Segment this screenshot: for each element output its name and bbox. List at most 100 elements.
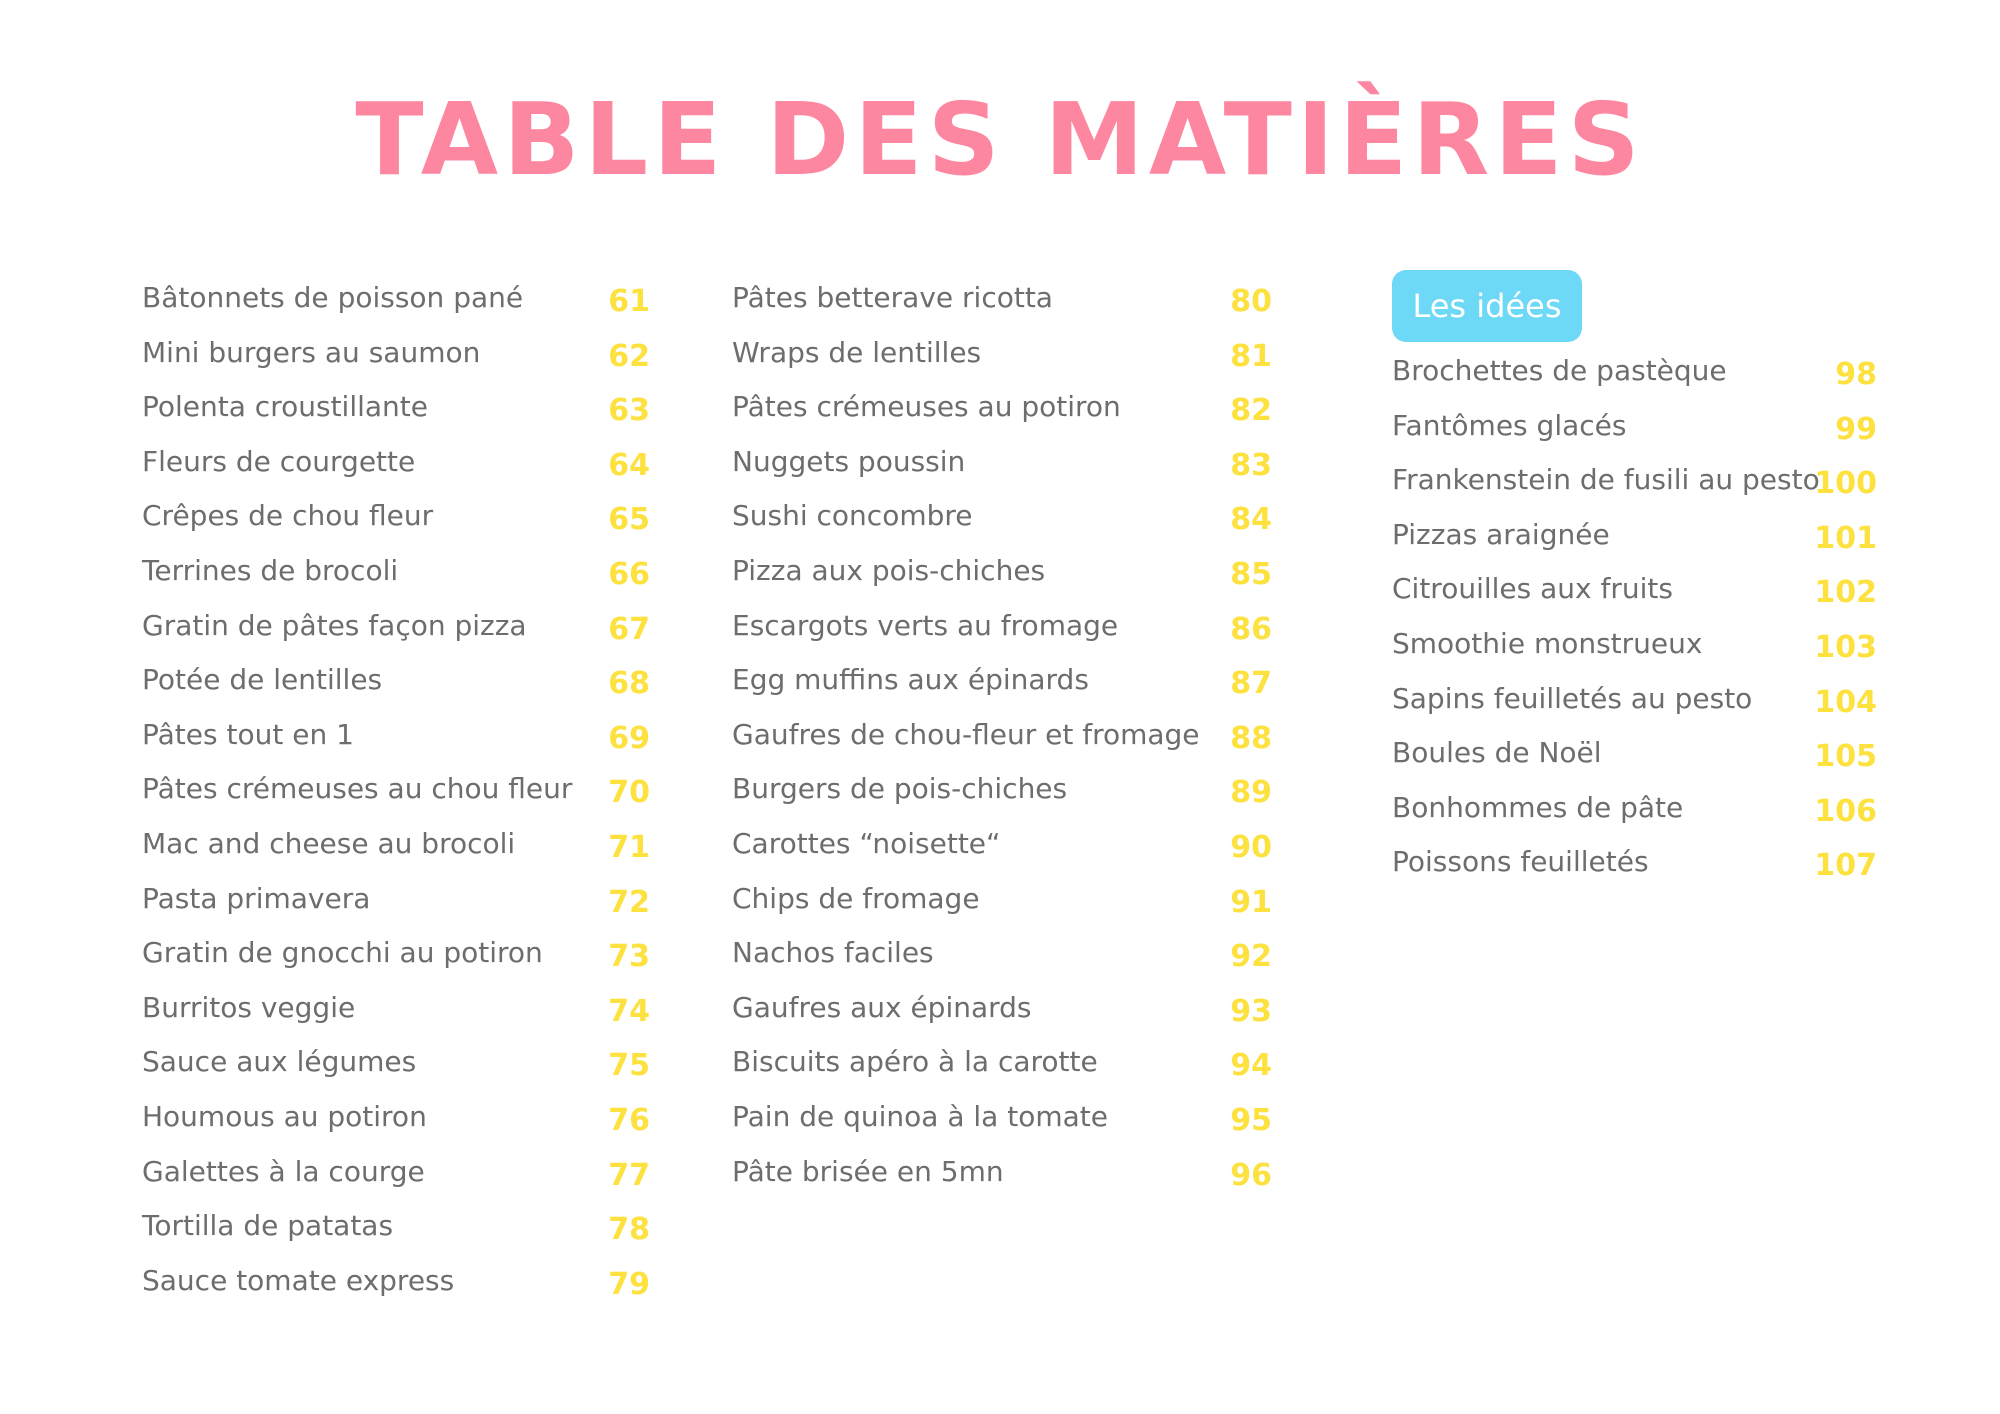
toc-entry-title: Pain de quinoa à la tomate	[732, 1099, 1108, 1133]
toc-column-2: Pâtes betterave ricotta 80 Wraps de lentil…	[732, 278, 1272, 1206]
toc-entry-title: Pâtes betterave ricotta	[732, 281, 1053, 314]
toc-entry-title: Potée de lentilles	[142, 663, 383, 697]
toc-entry-page-number: 103	[1814, 629, 1877, 665]
toc-entry: Pâtes crémeuses au chou fleur 70	[142, 769, 662, 824]
toc-entry: Citrouilles aux fruits 102	[1392, 569, 1877, 624]
toc-entry-page-number: 90	[1230, 829, 1272, 865]
toc-entry-title: Bâtonnets de poisson pané	[142, 281, 524, 314]
toc-entry-title: Sapins feuilletés au pesto	[1392, 681, 1753, 715]
toc-entry-title: Poissons feuilletés	[1392, 845, 1649, 879]
toc-entry: Crêpes de chou fleur 65	[142, 496, 662, 551]
toc-entry-page-number: 83	[1230, 447, 1272, 483]
toc-entry: Sapins feuilletés au pesto 104	[1392, 679, 1877, 734]
toc-entry-title: Pizza aux pois-chiches	[732, 553, 1046, 587]
toc-entry-page-number: 61	[608, 284, 650, 319]
toc-entry-title: Pâte brisée en 5mn	[732, 1154, 1004, 1188]
toc-entry: Fantômes glacés 99	[1392, 406, 1877, 461]
toc-entry: Mac and cheese au brocoli 71	[142, 824, 662, 879]
toc-entry-title: Gratin de gnocchi au potiron	[142, 936, 543, 970]
toc-entry-page-number: 72	[608, 884, 650, 920]
toc-entry-page-number: 87	[1230, 666, 1272, 702]
toc-entry-title: Smoothie monstrueux	[1392, 626, 1703, 660]
toc-entry: Sauce aux légumes 75	[142, 1042, 662, 1097]
toc-entry-page-number: 68	[608, 666, 650, 702]
toc-entry: Bâtonnets de poisson pané 61	[142, 278, 662, 333]
toc-entry-page-number: 81	[1230, 338, 1272, 374]
toc-entry: Smoothie monstrueux 103	[1392, 624, 1877, 679]
toc-entry-title: Brochettes de pastèque	[1392, 354, 1727, 387]
toc-entry-page-number: 66	[608, 556, 650, 592]
toc-entry-title: Houmous au potiron	[142, 1099, 427, 1133]
toc-entry: Mini burgers au saumon 62	[142, 333, 662, 388]
toc-entry-page-number: 86	[1230, 611, 1272, 647]
toc-entry-title: Crêpes de chou fleur	[142, 499, 434, 533]
toc-entry-title: Polenta croustillante	[142, 390, 428, 424]
toc-entry-title: Pâtes crémeuses au potiron	[732, 390, 1121, 424]
toc-entry: Houmous au potiron 76	[142, 1097, 662, 1152]
toc-entry-title: Terrines de brocoli	[142, 553, 399, 587]
toc-entry: Gratin de pâtes façon pizza 67	[142, 606, 662, 661]
toc-entry-page-number: 75	[608, 1048, 650, 1084]
toc-entry-page-number: 102	[1814, 575, 1877, 611]
toc-entry-title: Pizzas araignée	[1392, 517, 1610, 551]
toc-entry-page-number: 107	[1814, 848, 1877, 884]
toc-entry-title: Gaufres aux épinards	[732, 990, 1032, 1024]
toc-entry-page-number: 95	[1230, 1102, 1272, 1138]
toc-entry-page-number: 78	[608, 1212, 650, 1248]
toc-entry: Frankenstein de fusili au pesto 100	[1392, 460, 1877, 515]
toc-entry: Burritos veggie 74	[142, 988, 662, 1043]
toc-entry: Pâte brisée en 5mn 96	[732, 1152, 1272, 1207]
toc-entry-page-number: 104	[1814, 684, 1877, 720]
toc-entry-title: Burgers de pois-chiches	[732, 772, 1068, 806]
toc-entry-page-number: 62	[608, 338, 650, 374]
toc-entry-title: Frankenstein de fusili au pesto	[1392, 463, 1820, 497]
toc-entry: Pâtes crémeuses au potiron 82	[732, 387, 1272, 442]
toc-entry-page-number: 93	[1230, 993, 1272, 1029]
toc-entry-page-number: 88	[1230, 720, 1272, 756]
page-title: TABLE DES MATIÈRES	[355, 81, 1645, 198]
toc-entry-title: Mini burgers au saumon	[142, 335, 481, 369]
toc-entry: Pasta primavera 72	[142, 879, 662, 934]
toc-entry-page-number: 96	[1230, 1157, 1272, 1193]
toc-entry-title: Pasta primavera	[142, 881, 371, 915]
toc-entry: Escargots verts au fromage 86	[732, 606, 1272, 661]
toc-entry-page-number: 94	[1230, 1048, 1272, 1084]
toc-entry: Poissons feuilletés 107	[1392, 842, 1877, 897]
toc-entry-page-number: 65	[608, 502, 650, 538]
toc-entry: Gratin de gnocchi au potiron 73	[142, 933, 662, 988]
toc-entry-title: Fleurs de courgette	[142, 444, 416, 478]
toc-entry-page-number: 85	[1230, 556, 1272, 592]
toc-entry-page-number: 100	[1814, 466, 1877, 502]
toc-entry-page-number: 98	[1835, 357, 1877, 392]
toc-entry: Pizzas araignée 101	[1392, 515, 1877, 570]
toc-entry-title: Pâtes crémeuses au chou fleur	[142, 772, 573, 806]
toc-entry: Biscuits apéro à la carotte 94	[732, 1042, 1272, 1097]
toc-entry-title: Pâtes tout en 1	[142, 717, 354, 751]
toc-entry-page-number: 84	[1230, 502, 1272, 538]
toc-entry-title: Gratin de pâtes façon pizza	[142, 608, 527, 642]
toc-entry-page-number: 76	[608, 1102, 650, 1138]
toc-entry: Potée de lentilles 68	[142, 660, 662, 715]
toc-entry: Tortilla de patatas 78	[142, 1206, 662, 1261]
toc-entry: Chips de fromage 91	[732, 879, 1272, 934]
toc-entry-title: Gaufres de chou-fleur et fromage	[732, 717, 1200, 751]
toc-entry-title: Chips de fromage	[732, 881, 980, 915]
toc-entry-page-number: 67	[608, 611, 650, 647]
toc-entry-title: Citrouilles aux fruits	[1392, 572, 1673, 606]
toc-entry-page-number: 69	[608, 720, 650, 756]
toc-entry-page-number: 92	[1230, 939, 1272, 975]
toc-entry: Galettes à la courge 77	[142, 1152, 662, 1207]
toc-entry-page-number: 74	[608, 993, 650, 1029]
toc-entry-page-number: 79	[608, 1266, 650, 1302]
toc-entry-title: Tortilla de patatas	[142, 1209, 394, 1243]
toc-entry-title: Sushi concombre	[732, 499, 973, 533]
toc-entry-title: Galettes à la courge	[142, 1154, 425, 1188]
toc-entry-title: Mac and cheese au brocoli	[142, 826, 516, 860]
toc-entry-page-number: 106	[1814, 793, 1877, 829]
toc-entry: Egg muffins aux épinards 87	[732, 660, 1272, 715]
toc-entry: Polenta croustillante 63	[142, 387, 662, 442]
toc-entry-title: Boules de Noël	[1392, 736, 1602, 770]
toc-entry-page-number: 70	[608, 775, 650, 811]
toc-entry-title: Bonhommes de pâte	[1392, 790, 1684, 824]
toc-entry-page-number: 99	[1835, 411, 1877, 447]
